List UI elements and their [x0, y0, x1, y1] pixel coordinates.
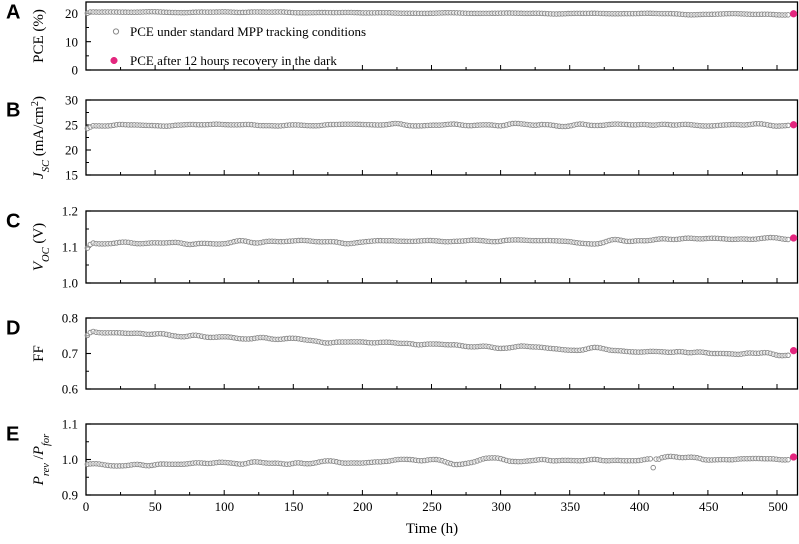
svg-text:200: 200	[353, 499, 373, 514]
svg-text:FF: FF	[31, 345, 47, 362]
svg-text:450: 450	[699, 499, 719, 514]
svg-text:0.6: 0.6	[62, 382, 79, 397]
svg-text:400: 400	[630, 499, 650, 514]
svg-text:300: 300	[491, 499, 511, 514]
svg-text:50: 50	[149, 499, 162, 514]
svg-text:PCE after 12 hours recovery in: PCE after 12 hours recovery in the dark	[130, 53, 337, 68]
svg-text:1.2: 1.2	[62, 204, 78, 219]
svg-text:C: C	[6, 211, 20, 233]
svg-text:250: 250	[422, 499, 442, 514]
svg-text:15: 15	[65, 168, 78, 183]
svg-text:PCE under standard MPP trackin: PCE under standard MPP tracking conditio…	[130, 24, 366, 39]
svg-text:Time (h): Time (h)	[406, 521, 458, 537]
svg-text:1.1: 1.1	[62, 240, 78, 255]
svg-text:D: D	[6, 318, 20, 340]
svg-text:0: 0	[83, 499, 90, 514]
svg-text:0: 0	[72, 63, 79, 78]
svg-text:0.9: 0.9	[62, 488, 78, 503]
svg-text:0.8: 0.8	[62, 311, 78, 326]
svg-text:20: 20	[65, 6, 78, 21]
svg-text:A: A	[6, 2, 20, 24]
svg-text:100: 100	[215, 499, 235, 514]
svg-text:PCE (%): PCE (%)	[31, 9, 47, 63]
svg-text:0.7: 0.7	[62, 346, 79, 361]
svg-text:1.0: 1.0	[62, 276, 78, 291]
svg-text:25: 25	[65, 118, 78, 133]
svg-text:150: 150	[284, 499, 304, 514]
svg-text:B: B	[6, 100, 20, 122]
svg-text:1.1: 1.1	[62, 417, 78, 432]
svg-text:1.0: 1.0	[62, 452, 78, 467]
svg-text:30: 30	[65, 93, 78, 108]
svg-text:10: 10	[65, 34, 78, 49]
svg-text:350: 350	[561, 499, 581, 514]
svg-text:20: 20	[65, 143, 78, 158]
svg-text:E: E	[6, 424, 19, 446]
svg-text:500: 500	[768, 499, 788, 514]
